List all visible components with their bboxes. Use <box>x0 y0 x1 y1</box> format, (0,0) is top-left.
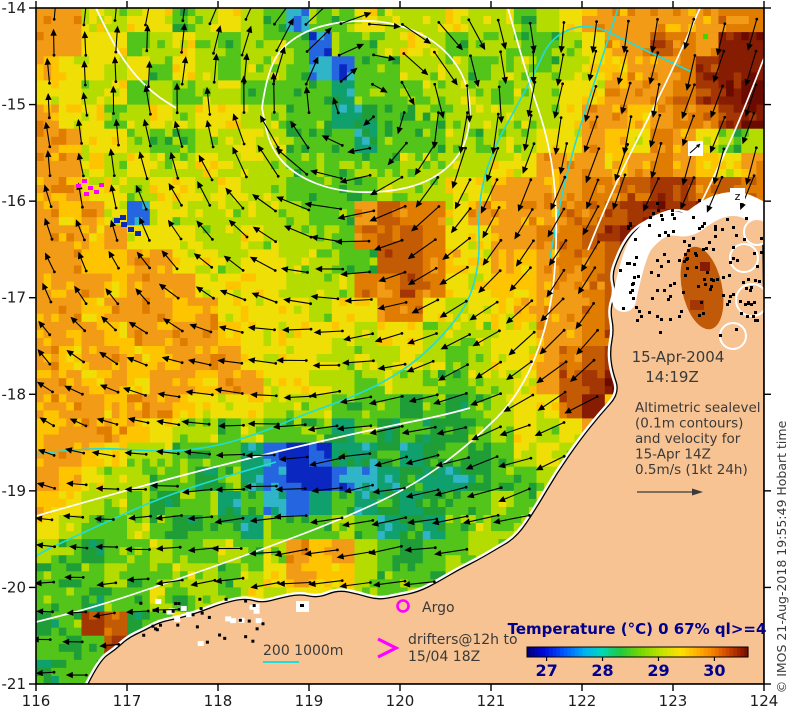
y-tick-label: -15 <box>2 96 27 114</box>
x-tick-label: 121 <box>477 692 506 710</box>
credit-text: © IMOS 21-Aug-2018 19:55:49 Hobart time <box>774 420 789 693</box>
colorbar-tick-label: 29 <box>647 661 669 680</box>
x-tick-label: 123 <box>659 692 688 710</box>
velocity-arrows <box>36 8 759 679</box>
drifter-track-pixels <box>76 179 104 196</box>
float-marker-box-z: z <box>730 188 745 203</box>
x-tick-label: 117 <box>113 692 142 710</box>
map-plot-area: z <box>36 8 764 684</box>
legend-argo: Argo <box>396 599 455 616</box>
colorbar: Temperature (°C) 0 67% ql>=4 27 28 29 30 <box>508 620 767 680</box>
argo-circle-icon <box>396 599 410 613</box>
map-frame <box>29 1 771 691</box>
axis-labels: 116 117 118 119 120 121 122 123 124 -14 -15 -16 -17 -… <box>2 0 779 710</box>
y-tick-label: -17 <box>2 289 27 307</box>
colorbar-tick-label: 28 <box>591 661 613 680</box>
colorbar-tick-label: 30 <box>703 661 725 680</box>
y-tick-label: -21 <box>2 675 27 693</box>
scale-arrow-icon <box>637 488 703 496</box>
x-tick-label: 116 <box>22 692 51 710</box>
x-tick-label: 120 <box>386 692 415 710</box>
legend-isobath: 200 1000m <box>263 643 343 663</box>
x-tick-label: 118 <box>204 692 233 710</box>
y-tick-label: -20 <box>2 578 27 596</box>
y-tick-label: -14 <box>2 0 27 17</box>
x-tick-label: 124 <box>750 692 779 710</box>
colorbar-tick-label: 27 <box>535 661 557 680</box>
x-tick-label: 122 <box>568 692 597 710</box>
dampier-archipelago <box>139 597 309 647</box>
annotation-info: Altimetric sealevel(0.1m contours)and ve… <box>635 400 761 478</box>
bathymetry-contours <box>36 8 693 557</box>
x-tick-label: 119 <box>295 692 324 710</box>
y-tick-label: -16 <box>2 192 27 210</box>
kimberley-archipelago <box>612 192 764 350</box>
y-tick-label: -18 <box>2 385 27 403</box>
drifter-arrow-icon <box>377 637 400 659</box>
colorbar-title: Temperature (°C) 0 67% ql>=4 <box>508 620 767 638</box>
y-tick-label: -19 <box>2 482 27 500</box>
float-marker-box <box>688 141 703 156</box>
